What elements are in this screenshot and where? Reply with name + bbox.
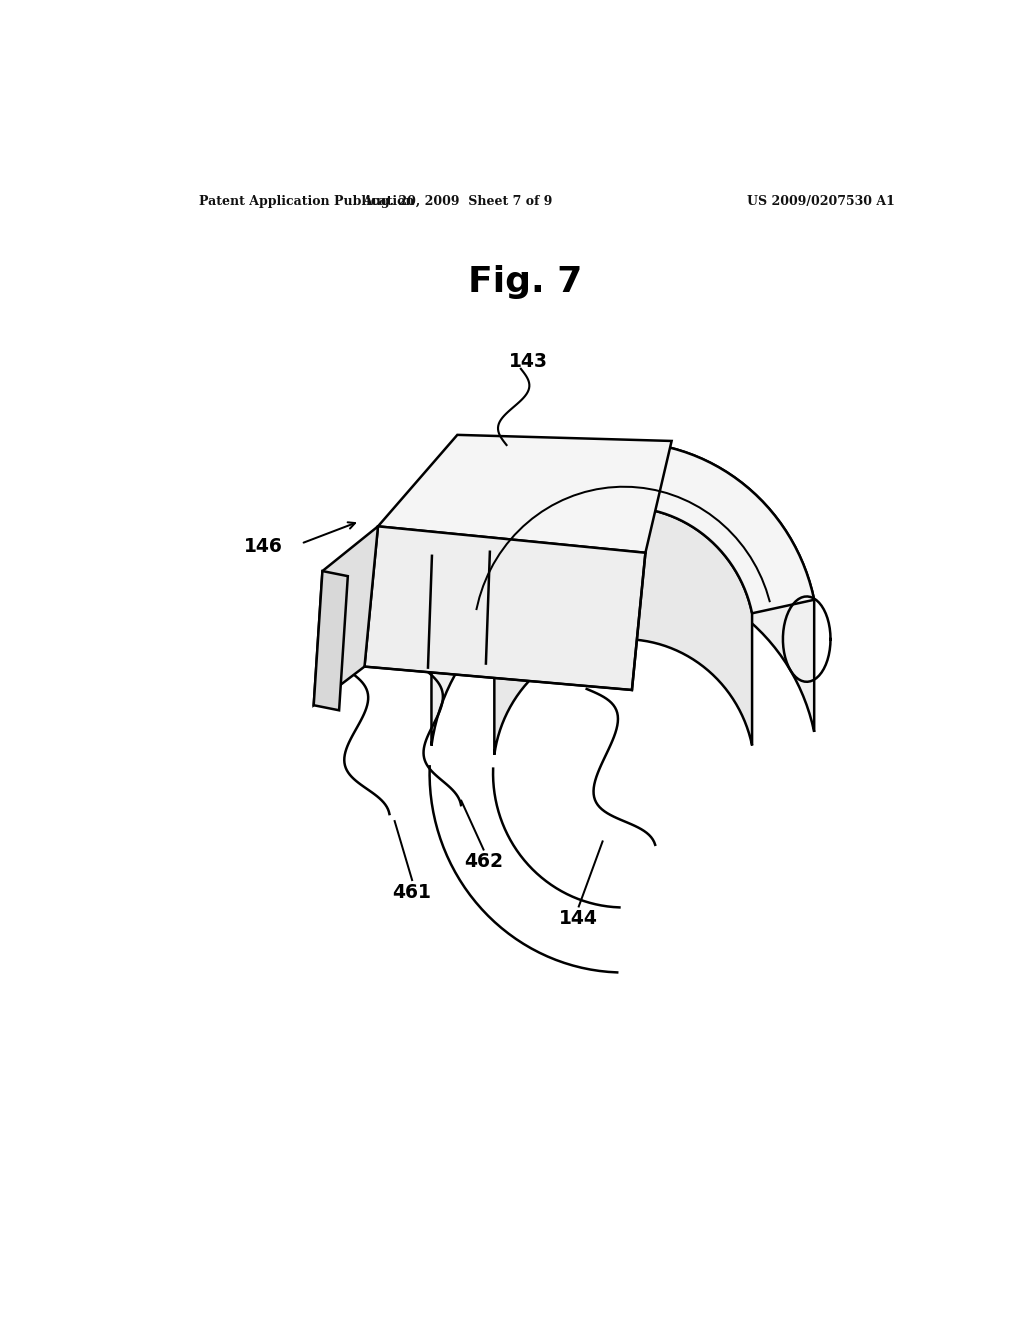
Polygon shape: [378, 434, 672, 553]
Polygon shape: [431, 442, 814, 623]
Text: 461: 461: [392, 883, 431, 902]
Text: 143: 143: [509, 352, 548, 371]
Text: 146: 146: [244, 537, 283, 556]
Polygon shape: [431, 442, 814, 746]
Polygon shape: [313, 527, 378, 705]
Text: US 2009/0207530 A1: US 2009/0207530 A1: [748, 194, 895, 207]
Text: Aug. 20, 2009  Sheet 7 of 9: Aug. 20, 2009 Sheet 7 of 9: [362, 194, 553, 207]
Text: Patent Application Publication: Patent Application Publication: [200, 194, 415, 207]
Polygon shape: [365, 527, 645, 690]
Text: 144: 144: [559, 909, 598, 928]
Text: 462: 462: [464, 853, 503, 871]
Polygon shape: [313, 572, 348, 710]
Text: Fig. 7: Fig. 7: [468, 265, 582, 300]
Polygon shape: [495, 507, 752, 755]
